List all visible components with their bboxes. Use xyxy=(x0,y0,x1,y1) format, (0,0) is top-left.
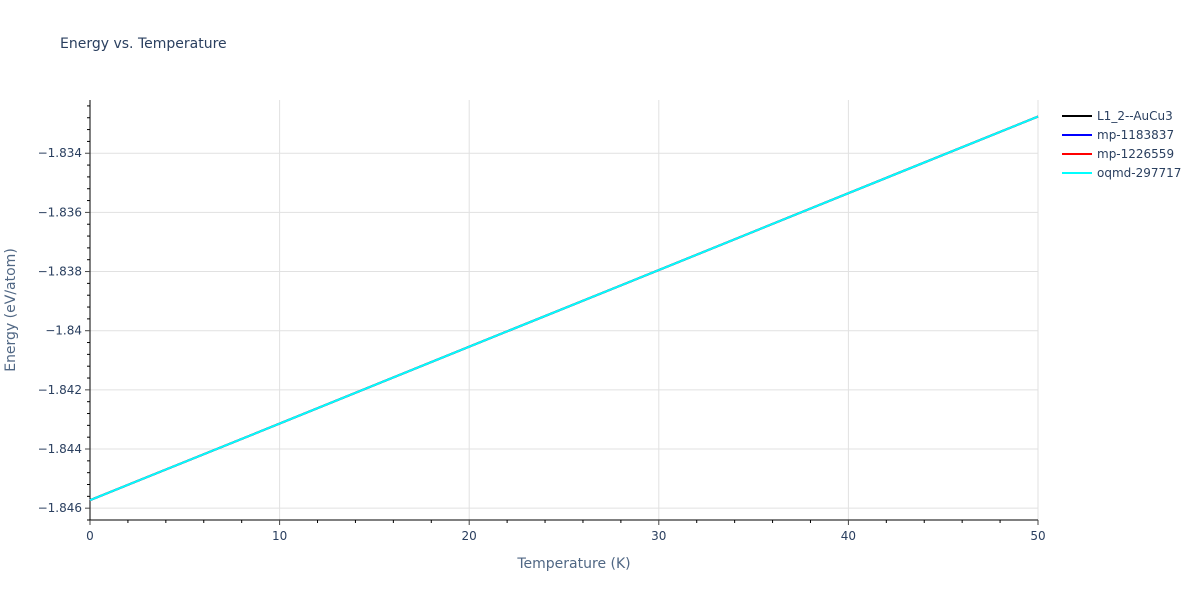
y-tick-label: −1.838 xyxy=(38,265,82,279)
y-tick-label: −1.834 xyxy=(38,146,82,160)
legend-swatch-icon xyxy=(1062,171,1092,174)
legend-label: L1_2--AuCu3 xyxy=(1097,108,1173,123)
legend-label: oqmd-297717 xyxy=(1097,165,1182,180)
y-tick-label: −1.84 xyxy=(45,324,82,338)
y-axis-title: Energy (eV/atom) xyxy=(3,248,19,372)
x-axis-title: Temperature (K) xyxy=(516,556,630,572)
legend-swatch-icon xyxy=(1062,133,1092,136)
legend-item-mp-1226559[interactable]: mp-1226559 xyxy=(1062,144,1181,163)
x-tick-label: 50 xyxy=(1030,529,1045,543)
legend-label: mp-1226559 xyxy=(1097,146,1175,161)
legend-swatch-icon xyxy=(1062,152,1092,155)
chart-title: Energy vs. Temperature xyxy=(60,36,227,52)
legend-swatch-icon xyxy=(1062,114,1092,117)
legend-item-oqmd-297717[interactable]: oqmd-297717 xyxy=(1062,163,1181,182)
y-tick-label: −1.842 xyxy=(38,383,82,397)
x-tick-label: 10 xyxy=(272,529,287,543)
x-tick-label: 0 xyxy=(86,529,94,543)
y-tick-label: −1.846 xyxy=(38,501,82,515)
legend: L1_2--AuCu3 mp-1183837 mp-1226559 oqmd-2… xyxy=(1062,106,1181,182)
legend-item-mp-1183837[interactable]: mp-1183837 xyxy=(1062,125,1181,144)
y-tick-label: −1.844 xyxy=(38,442,82,456)
x-tick-label: 40 xyxy=(841,529,856,543)
y-tick-label: −1.836 xyxy=(38,205,82,219)
x-tick-label: 20 xyxy=(462,529,477,543)
x-tick-label: 30 xyxy=(651,529,666,543)
legend-item-l1-2-aucu3[interactable]: L1_2--AuCu3 xyxy=(1062,106,1181,125)
series-line-oqmd-297717[interactable] xyxy=(89,115,1039,502)
legend-label: mp-1183837 xyxy=(1097,127,1175,142)
